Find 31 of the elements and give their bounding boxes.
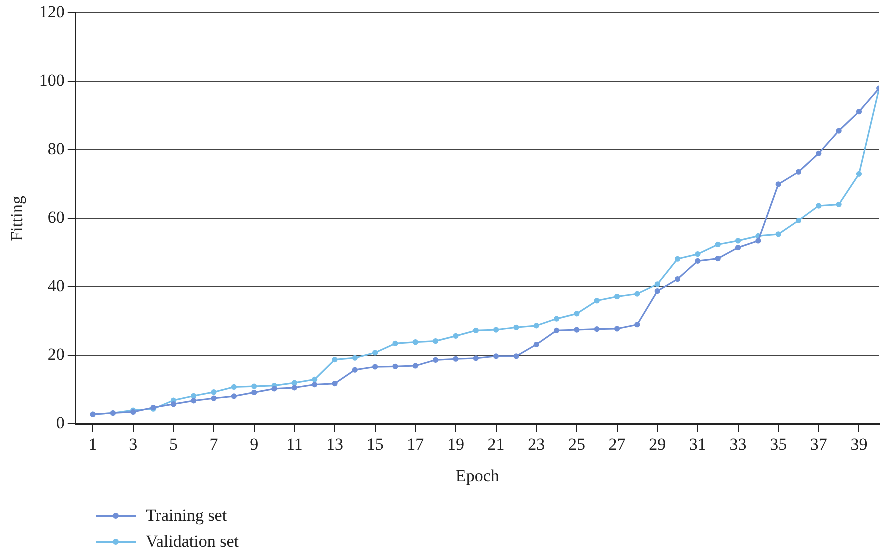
x-tick-label: 7: [210, 434, 219, 454]
x-tick-label: 9: [250, 434, 259, 454]
y-tick-label: 40: [48, 276, 65, 296]
x-tick-label: 21: [488, 434, 505, 454]
y-tick-label: 20: [48, 345, 65, 364]
x-tick-label: 13: [326, 434, 344, 454]
x-tick-label: 19: [447, 434, 464, 454]
y-tick-label: 60: [48, 208, 65, 228]
y-tick-label: 0: [56, 414, 65, 433]
legend-label: Validation set: [146, 532, 240, 552]
x-tick-label: 17: [407, 434, 425, 454]
y-tick-label: 100: [39, 71, 65, 90]
x-tick-label: 3: [129, 434, 138, 454]
x-tick-label: 15: [366, 434, 384, 454]
x-tick-label: 33: [730, 434, 747, 454]
legend-label: Training set: [146, 506, 228, 526]
y-axis-title: Fitting: [8, 196, 27, 242]
x-tick-label: 31: [689, 434, 706, 454]
y-tick-label: 80: [48, 140, 65, 159]
x-tick-label: 25: [568, 434, 586, 454]
x-tick-label: 35: [770, 434, 788, 454]
x-tick-label: 5: [169, 434, 178, 454]
x-tick-label: 23: [528, 434, 546, 454]
x-tick-label: 37: [810, 434, 828, 454]
y-tick-label: 120: [39, 2, 65, 22]
x-tick-label: 39: [850, 434, 868, 454]
x-tick-label: 1: [88, 434, 98, 454]
x-tick-label: 11: [286, 434, 303, 454]
x-tick-label: 29: [649, 434, 666, 454]
x-tick-label: 27: [608, 434, 626, 454]
x-axis-title: Epoch: [456, 466, 500, 486]
